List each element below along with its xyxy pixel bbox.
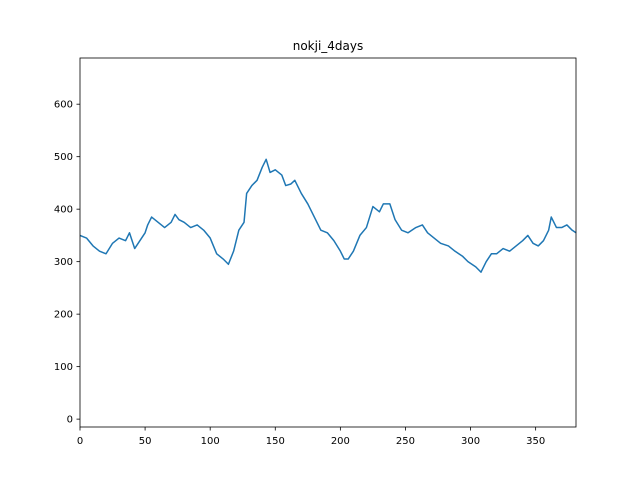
x-tick-label: 150: [266, 436, 285, 447]
chart-title: nokji_4days: [293, 39, 364, 53]
x-tick-label: 250: [396, 436, 415, 447]
y-tick-label: 100: [54, 362, 73, 373]
x-tick-label: 50: [139, 436, 152, 447]
y-tick-label: 500: [54, 152, 73, 163]
x-tick-label: 300: [461, 436, 480, 447]
y-tick-label: 200: [54, 310, 73, 321]
plot-frame: [79, 57, 577, 428]
y-tick-label: 600: [54, 100, 73, 111]
x-tick-label: 0: [77, 436, 83, 447]
line-series: [79, 158, 577, 273]
x-tick-label: 100: [201, 436, 220, 447]
x-tick-label: 350: [526, 436, 545, 447]
y-tick-label: 300: [54, 257, 73, 268]
y-tick-label: 0: [67, 415, 73, 426]
y-tick-label: 400: [54, 205, 73, 216]
x-tick-label: 200: [331, 436, 350, 447]
